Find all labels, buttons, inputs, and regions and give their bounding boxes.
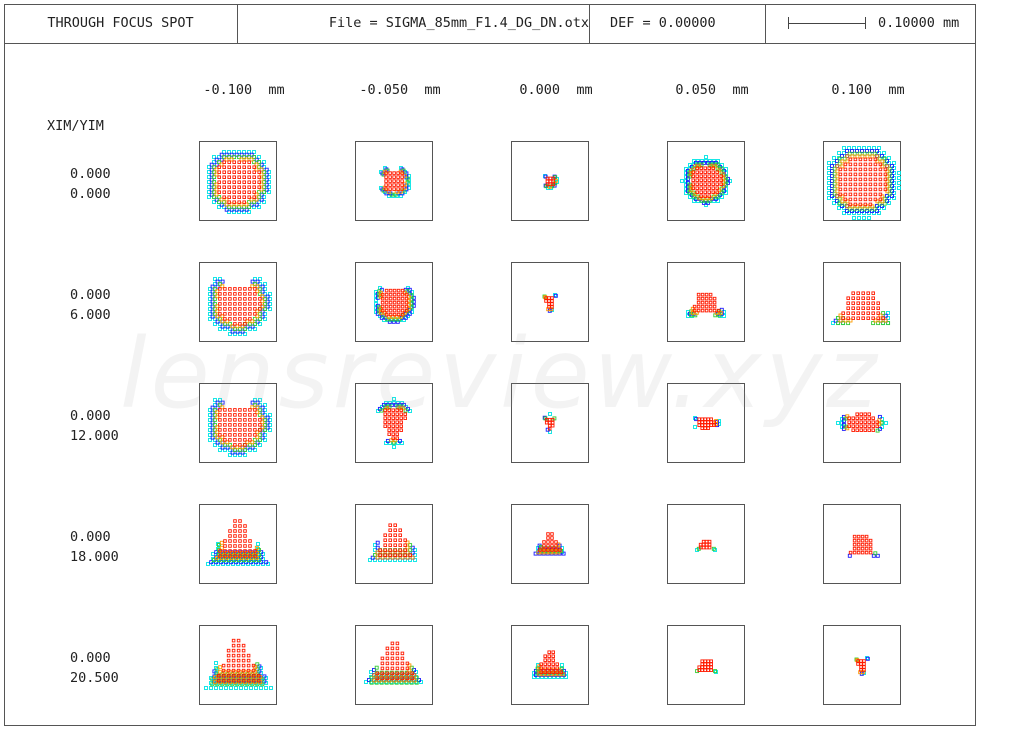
field-row-label: 0.000 18.000: [70, 527, 119, 567]
file-name: File = SIGMA_85mm_F1.4_DG_DN.otx: [238, 4, 590, 43]
watermark: lensreview.xyz: [120, 318, 881, 430]
field-row-label: 0.000 0.000: [70, 164, 111, 204]
yim-value: 18.000: [70, 549, 119, 565]
spot-diagram-box: [667, 504, 745, 584]
header-bar: THROUGH FOCUS SPOT File = SIGMA_85mm_F1.…: [4, 4, 976, 44]
spot-diagram-box: [199, 504, 277, 584]
spot-diagram-box: [667, 141, 745, 221]
spot-diagram-box: [823, 625, 901, 705]
spot-diagram-box: [199, 625, 277, 705]
scale-label: 0.10000 mm: [878, 15, 960, 31]
field-row-label: 0.000 20.500: [70, 648, 119, 688]
yim-value: 6.000: [70, 307, 111, 323]
spot-diagram-box: [355, 625, 433, 705]
yim-value: 12.000: [70, 428, 119, 444]
spot-diagram-box: [823, 504, 901, 584]
yim-value: 0.000: [70, 186, 111, 202]
xim-value: 0.000: [70, 408, 111, 424]
spot-diagram-box: [355, 141, 433, 221]
xim-value: 0.000: [70, 650, 111, 666]
spot-diagram-box: [511, 625, 589, 705]
spot-diagram-box: [667, 625, 745, 705]
scale-bar-icon: [788, 17, 866, 29]
field-row-label: 0.000 12.000: [70, 406, 119, 446]
plot-frame: [4, 4, 976, 726]
xim-value: 0.000: [70, 287, 111, 303]
spot-diagram-box: [355, 504, 433, 584]
spot-diagram-box: [511, 141, 589, 221]
spot-diagram-box: [823, 141, 901, 221]
plot-title: THROUGH FOCUS SPOT: [4, 4, 238, 43]
defocus-value: DEF = 0.00000: [590, 4, 766, 43]
yim-value: 20.500: [70, 670, 119, 686]
focus-column-label: 0.050 mm: [675, 82, 749, 98]
spot-diagram-box: [511, 504, 589, 584]
focus-column-label: 0.000 mm: [519, 82, 593, 98]
focus-column-label: -0.100 mm: [203, 82, 285, 98]
xim-value: 0.000: [70, 166, 111, 182]
xim-value: 0.000: [70, 529, 111, 545]
field-row-label: 0.000 6.000: [70, 285, 111, 325]
focus-column-label: -0.050 mm: [359, 82, 441, 98]
focus-column-label: 0.100 mm: [831, 82, 905, 98]
row-header: XIM/YIM: [47, 118, 104, 134]
scale-box: 0.10000 mm: [766, 4, 976, 43]
spot-diagram-box: [199, 141, 277, 221]
